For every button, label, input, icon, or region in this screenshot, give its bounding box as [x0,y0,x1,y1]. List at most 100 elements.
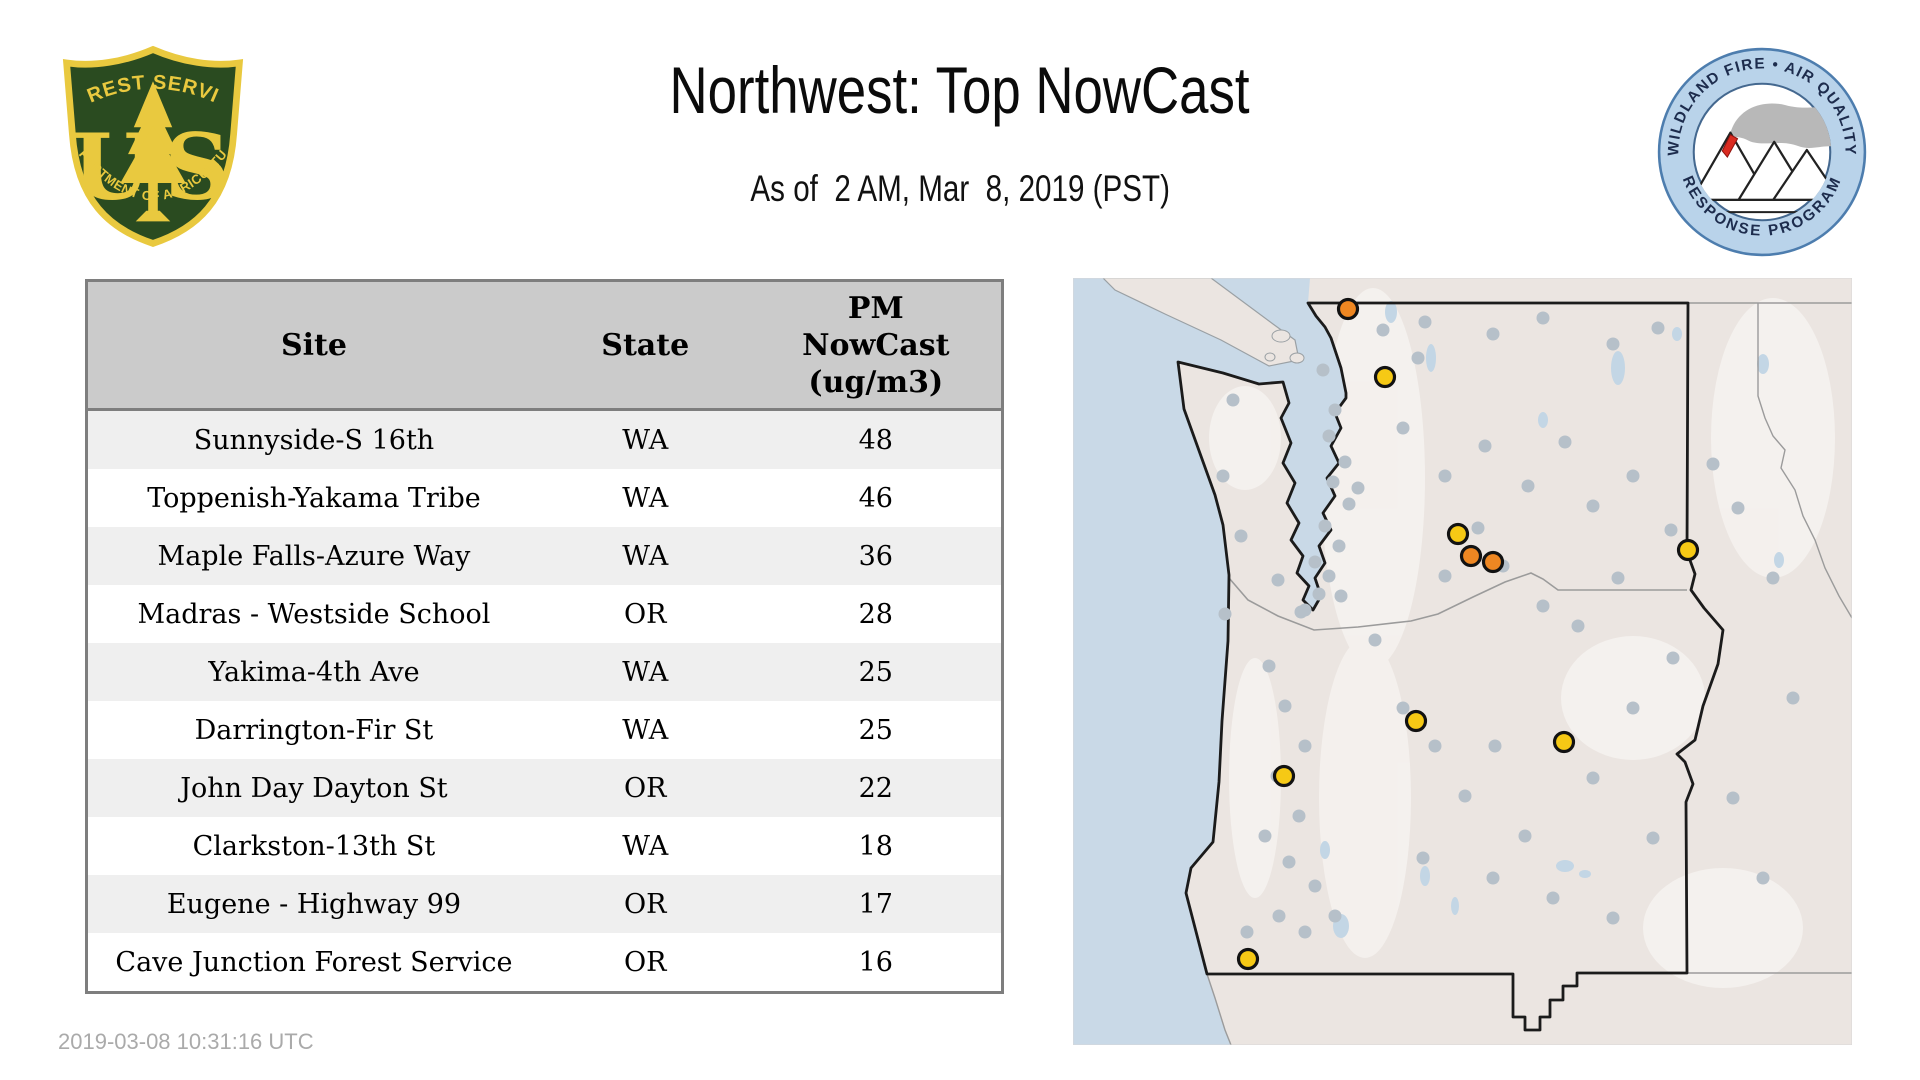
monitor-dot [1292,809,1306,823]
monitor-dot [1328,909,1342,923]
monitor-dot [1458,789,1472,803]
cell-state: OR [539,585,751,643]
monitor-dot [1218,607,1232,621]
monitor-dot [1334,589,1348,603]
cell-site: Eugene - Highway 99 [86,875,540,933]
monitor-dot [1396,701,1410,715]
cell-value: 46 [750,469,1003,527]
cell-site: John Day Dayton St [86,759,540,817]
page-subtitle-text: As of 2 AM, Mar 8, 2019 (PST) [750,168,1170,209]
table-row: Yakima-4th Ave WA 25 [86,643,1003,701]
monitor-dot [1308,555,1322,569]
cell-value: 36 [750,527,1003,585]
lake [1611,351,1625,385]
monitor-dot [1486,327,1500,341]
monitor-dot [1518,829,1532,843]
monitor-dot [1342,497,1356,511]
table-header-row: Site State PM NowCast (ug/m3) [86,280,1003,411]
site-marker [1481,550,1505,574]
nowcast-map [1073,278,1852,1045]
table-row: Cave Junction Forest Service OR 16 [86,933,1003,993]
cell-value: 16 [750,933,1003,993]
monitor-dot [1298,603,1312,617]
table-row: Sunnyside-S 16th WA 48 [86,409,1003,469]
monitor-dot [1766,571,1780,585]
cell-state: OR [539,933,751,993]
site-marker [1446,522,1470,546]
monitor-dot [1326,475,1340,489]
site-marker [1336,297,1360,321]
cell-value: 48 [750,409,1003,469]
table-row: John Day Dayton St OR 22 [86,759,1003,817]
cell-state: WA [539,701,751,759]
site-marker [1459,544,1483,568]
flame-icon [1721,133,1739,158]
monitor-dot [1478,439,1492,453]
site-marker [1272,764,1296,788]
monitor-dot [1786,691,1800,705]
monitor-dots [1216,311,1800,939]
monitor-dot [1521,479,1535,493]
nowcast-table: Site State PM NowCast (ug/m3) Sunnyside-… [85,279,1004,994]
lakes [1320,301,1784,938]
monitor-dot [1488,739,1502,753]
monitor-dot [1322,569,1336,583]
monitor-dot [1312,587,1326,601]
site-markers [1236,297,1700,971]
monitor-dot [1536,599,1550,613]
site-marker [1404,709,1428,733]
monitor-dot [1298,925,1312,939]
monitor-dot [1626,701,1640,715]
wfaqrp-badge-icon: WILDLAND FIRE • AIR QUALITY RESPONSE PRO… [1657,47,1867,257]
page-subtitle: As of 2 AM, Mar 8, 2019 (PST) [0,168,1920,210]
monitor-dot [1418,315,1432,329]
cell-value: 17 [750,875,1003,933]
monitor-dot [1376,323,1390,337]
monitor-dot [1558,435,1572,449]
cell-value: 22 [750,759,1003,817]
table-row: Toppenish-Yakama Tribe WA 46 [86,469,1003,527]
site-marker [1373,365,1397,389]
lake [1426,344,1436,372]
forest-service-logo: FOREST SERVICE U S DEPARTMENT OF AGRICUL… [49,26,249,252]
monitor-dot [1234,529,1248,543]
monitor-dot [1332,539,1346,553]
monitor-dot [1756,871,1770,885]
site-marker [1236,947,1260,971]
monitor-dot [1411,351,1425,365]
page-title-text: Northwest: Top NowCast [669,53,1251,127]
monitor-dot [1338,455,1352,469]
monitor-dot [1626,469,1640,483]
cell-value: 18 [750,817,1003,875]
monitor-dot [1731,501,1745,515]
lake [1672,327,1682,341]
vancouver-island [1102,278,1305,367]
lake [1320,841,1330,859]
monitor-dot [1438,469,1452,483]
lake [1556,860,1574,872]
table-row: Maple Falls-Azure Way WA 36 [86,527,1003,585]
monitor-dot [1328,403,1342,417]
cell-value: 25 [750,701,1003,759]
monitor-dot [1262,659,1276,673]
monitor-dot [1486,871,1500,885]
table-row: Madras - Westside School OR 28 [86,585,1003,643]
monitor-dot [1611,571,1625,585]
cell-site: Toppenish-Yakama Tribe [86,469,540,527]
smoke-icon [1729,103,1832,149]
monitor-dot [1606,911,1620,925]
monitor-dot [1322,429,1336,443]
badge-art [1692,103,1832,214]
monitor-dot [1536,311,1550,325]
lake [1420,866,1430,886]
monitor-dot [1216,469,1230,483]
monitor-dot [1438,569,1452,583]
monitor-dot [1240,925,1254,939]
monitor-dot [1586,499,1600,513]
table-row: Clarkston-13th St WA 18 [86,817,1003,875]
region-boundary [1176,301,1725,1032]
monitor-dot [1666,651,1680,665]
table-row: Eugene - Highway 99 OR 17 [86,875,1003,933]
cell-site: Darrington-Fir St [86,701,540,759]
monitor-dot [1368,633,1382,647]
